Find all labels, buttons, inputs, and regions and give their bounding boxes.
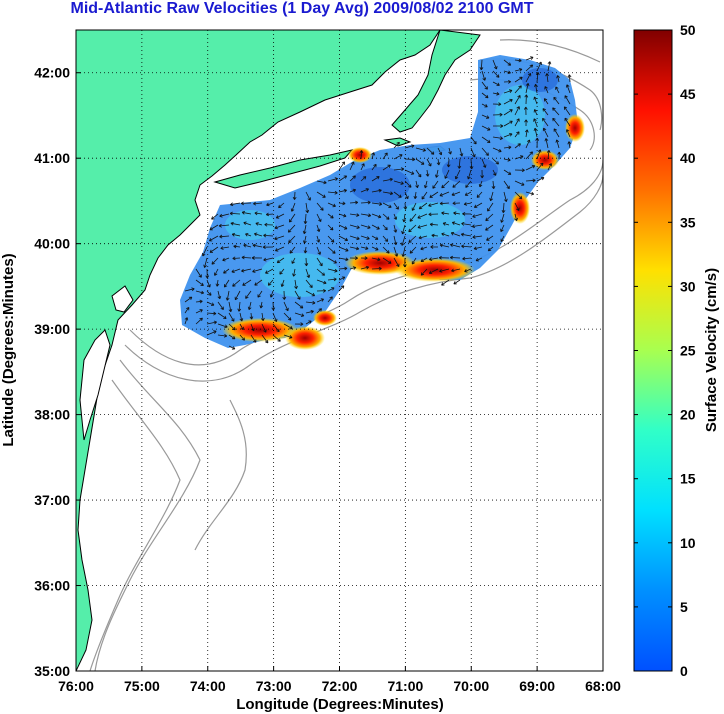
colorbar-tick-label: 25 <box>680 343 696 359</box>
colorbar-tick-label: 30 <box>680 278 696 294</box>
lon-tick-label: 72:00 <box>322 678 358 694</box>
y-axis-label: Latitude (Degrees:Minutes) <box>0 253 17 446</box>
velocity-arrows <box>184 56 572 350</box>
lat-tick-label: 36:00 <box>34 578 70 594</box>
lat-tick-label: 38:00 <box>34 407 70 423</box>
colorbar-tick-label: 5 <box>680 599 688 615</box>
x-axis-label: Longitude (Degrees:Minutes) <box>236 696 444 713</box>
bathymetry-contours <box>89 39 603 671</box>
delaware-bay <box>111 285 134 313</box>
lat-ticks: 35:00 36:00 37:00 38:00 39:00 40:00 41:00 42:00 <box>34 65 81 679</box>
lon-tick-label: 70:00 <box>453 678 489 694</box>
lon-tick-label: 69:00 <box>519 678 555 694</box>
lon-tick-label: 76:00 <box>58 678 94 694</box>
colorbar-tick-label: 40 <box>680 150 696 166</box>
colorbar-tick-label: 35 <box>680 214 696 230</box>
lat-tick-label: 39:00 <box>34 321 70 337</box>
colorbar-label: Surface Velocity (cm/s) <box>703 268 720 432</box>
velocity-patches <box>225 85 545 297</box>
colorbar-tick-label: 45 <box>680 86 696 102</box>
chesapeake-bay <box>79 329 111 441</box>
colorbar-tick-label: 20 <box>680 407 696 423</box>
colorbar-ticks: 0 5 10 15 20 25 30 35 40 45 50 <box>634 22 696 679</box>
lon-tick-label: 74:00 <box>190 678 226 694</box>
lat-tick-label: 40:00 <box>34 236 70 252</box>
lat-tick-label: 35:00 <box>34 663 70 679</box>
map-grid <box>76 30 603 671</box>
lat-tick-label: 37:00 <box>34 492 70 508</box>
colorbar-tick-label: 10 <box>680 535 696 551</box>
lon-tick-label: 75:00 <box>124 678 160 694</box>
lat-tick-label: 41:00 <box>34 150 70 166</box>
colorbar-tick-label: 15 <box>680 471 696 487</box>
land-mass <box>76 30 441 671</box>
colorbar-tick-label: 50 <box>680 22 696 38</box>
map-title: Mid-Atlantic Raw Velocities (1 Day Avg) … <box>70 0 534 17</box>
martha-vineyard <box>383 137 412 147</box>
cape-cod <box>391 30 481 133</box>
colorbar-tick-label: 0 <box>680 663 688 679</box>
lon-tick-label: 71:00 <box>387 678 423 694</box>
lon-tick-label: 73:00 <box>256 678 292 694</box>
lon-tick-label: 68:00 <box>585 678 621 694</box>
lon-ticks: 76:00 75:00 74:00 73:00 72:00 71:00 70:00 69:00… <box>58 666 621 694</box>
lat-tick-label: 42:00 <box>34 65 70 81</box>
colorbar <box>633 29 673 672</box>
